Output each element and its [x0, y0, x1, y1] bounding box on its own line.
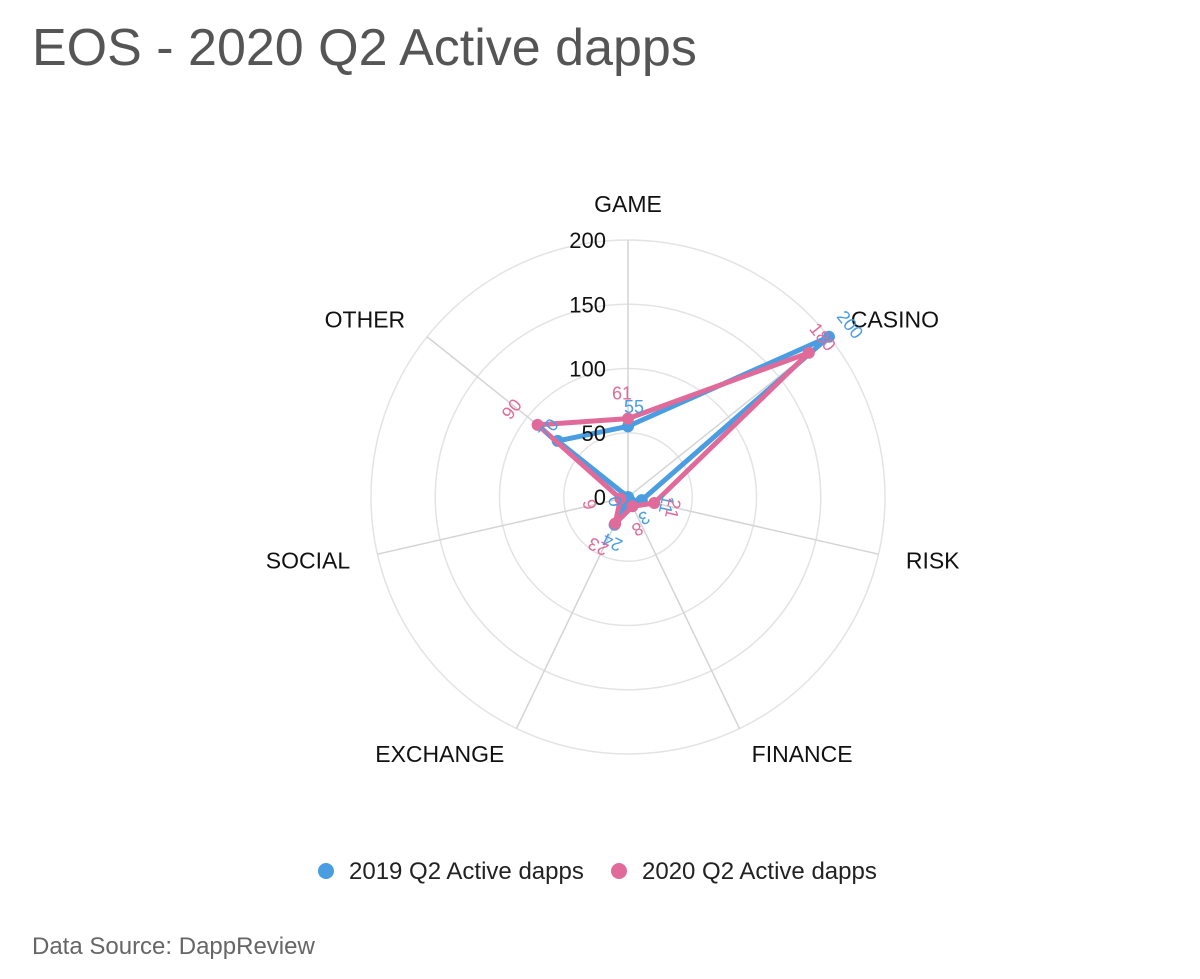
category-label-casino: CASINO [851, 306, 939, 332]
data-label: 0 [604, 494, 626, 508]
data-label: 6 [579, 497, 601, 511]
axis-layer [377, 240, 879, 729]
data-point[interactable] [802, 346, 815, 359]
radial-tick-label: 50 [582, 421, 606, 446]
label-layer: GAME CASINO RISK FINANCE EXCHANGE SOCIAL OTHER… [266, 191, 960, 767]
data-point[interactable] [622, 412, 634, 425]
data-label: 21 [661, 497, 685, 521]
category-label-risk: RISK [906, 547, 960, 573]
legend-label-1[interactable]: 2019 Q2 Active dapps [349, 858, 584, 885]
radial-tick-label: 150 [569, 292, 606, 317]
data-point[interactable] [614, 492, 627, 505]
radial-tick-label: 0 [594, 485, 606, 510]
legend-marker-2[interactable] [611, 863, 627, 879]
category-label-game: GAME [594, 191, 662, 217]
data-label: 11 [655, 493, 679, 516]
category-label-social: SOCIAL [266, 547, 351, 573]
data-label: 90 [498, 395, 526, 423]
axis-spoke [377, 496, 629, 555]
axis-spoke [627, 496, 741, 729]
series-layer [531, 330, 835, 531]
category-label-other: OTHER [325, 306, 406, 332]
data-point[interactable] [609, 517, 622, 530]
series-line-2 [535, 350, 812, 527]
data-label: 61 [612, 383, 632, 403]
data-point[interactable] [531, 418, 544, 431]
legend-label-2[interactable]: 2020 Q2 Active dapps [642, 858, 877, 885]
axis-spoke [515, 496, 629, 729]
data-point[interactable] [626, 500, 639, 513]
category-label-exchange: EXCHANGE [375, 741, 504, 767]
data-source-note: Data Source: DappReview [32, 933, 315, 960]
chart-title: EOS - 2020 Q2 Active dapps [32, 19, 697, 77]
legend[interactable]: 2019 Q2 Active dapps 2020 Q2 Active dapps [318, 858, 877, 885]
data-point[interactable] [822, 330, 835, 343]
legend-marker-1[interactable] [318, 863, 334, 879]
radial-tick-label: 200 [569, 228, 606, 253]
data-label: 55 [624, 397, 644, 417]
axis-spoke [627, 496, 879, 555]
category-label-finance: FINANCE [752, 741, 853, 767]
data-point[interactable] [648, 497, 661, 510]
radial-tick-label: 100 [569, 357, 606, 382]
